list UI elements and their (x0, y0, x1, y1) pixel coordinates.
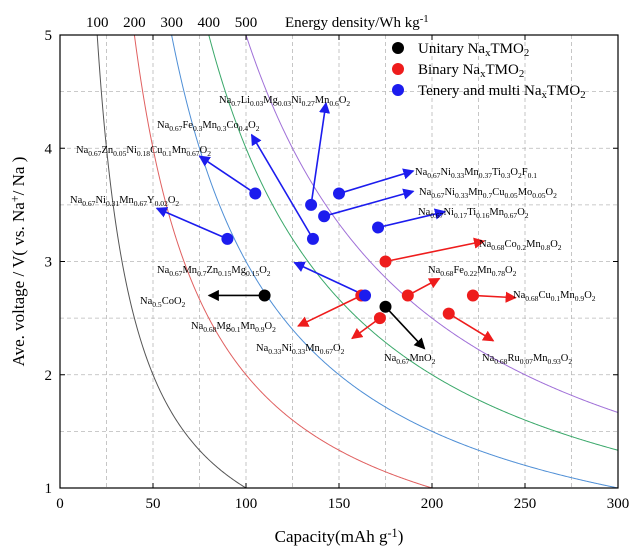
x-tick-label: 0 (56, 496, 64, 512)
binary-data-point (442, 307, 455, 320)
material-label: Na0.68​Mg0.1​Mn0.9​O2​ (191, 321, 276, 334)
material-label: Na0.67​Ni0.31​Mn0.67​Y0.02​O2​ (70, 195, 179, 208)
material-labels: Na0.5​CoO2​ Na0.67​MnO2​ Na0.68​Co0.2​Mn0.… (70, 95, 596, 366)
energy-density-curve-100 (96, 35, 247, 488)
legend-label-ternary-multi: Tenery and multi Nax​TMO2​ (418, 83, 586, 101)
legend-marker-ternary-multi (392, 84, 404, 96)
material-label: Na0.67​Ni0.33​Mn0.37​Ti0.3​O2​F0.1​ (415, 167, 537, 180)
ternary-multi-data-point (221, 232, 234, 245)
y-tick-label: 3 (45, 255, 53, 271)
y-axis-title: Ave. voltage / V( vs. Na+​/ Na ) (8, 157, 28, 367)
x-tick-label: 300 (607, 496, 630, 512)
ternary-multi-data-point (305, 198, 318, 211)
energy-density-curves (96, 35, 618, 488)
ternary-multi-arrow (293, 261, 366, 297)
ternary-multi-data-point (306, 232, 319, 245)
x-tick-label: 250 (514, 496, 537, 512)
y-tick-label: 2 (45, 368, 53, 384)
unitary-arrow (384, 306, 426, 350)
x-axis-title: Capacity(mAh g-1​) (275, 526, 404, 546)
energy-density-curve-300 (171, 35, 618, 488)
ternary-multi-arrow (155, 207, 228, 240)
material-label: Na0.68​Fe0.22​Mn0.78​O2​ (428, 265, 517, 278)
ternary-multi-arrow (198, 155, 256, 195)
ternary-multi-arrow (323, 188, 415, 217)
energy-density-tick-label: 500 (235, 15, 258, 31)
y-tick-label: 1 (45, 481, 53, 497)
material-label: Na0.68​Ru0.07​Mn0.93​O2​ (482, 353, 572, 366)
material-label: Na0.67​Fe0.3​Mn0.3​Co0.4​O2​ (157, 120, 260, 133)
legend: Unitary Nax​TMO2​ Binary Nax​TMO2​ Tenery … (392, 41, 586, 101)
binary-arrow (472, 291, 517, 303)
x-tick-label: 200 (421, 496, 444, 512)
y-tick-label: 5 (45, 28, 53, 44)
energy-density-curve-400 (208, 35, 618, 451)
legend-label-unitary: Unitary Nax​TMO2​ (418, 41, 529, 59)
binary-data-point (379, 255, 392, 268)
legend-label-binary: Binary Nax​TMO2​ (418, 62, 524, 80)
energy-density-tick-label: 400 (198, 15, 221, 31)
annotation-arrows (155, 101, 517, 350)
energy-density-tick-label: 100 (86, 15, 109, 31)
unitary-data-point (379, 300, 392, 313)
ternary-multi-data-point (249, 187, 262, 200)
x-tick-label: 50 (146, 496, 161, 512)
energy-density-curve-500 (245, 35, 618, 413)
material-label: Na0.68​Cu0.1​Mn0.9​O2​ (513, 290, 596, 303)
y-tick-label: 4 (45, 141, 53, 157)
binary-data-point (373, 312, 386, 325)
ternary-multi-arrow (310, 101, 331, 205)
data-points (221, 187, 479, 325)
ternary-multi-arrow (338, 168, 415, 195)
material-label: Na0.5​CoO2​ (140, 296, 186, 309)
binary-arrow (297, 294, 362, 327)
legend-marker-binary (392, 63, 404, 75)
energy-density-curve-200 (133, 35, 434, 488)
ternary-multi-data-point (372, 221, 385, 234)
material-label: Na0.67​Ni0.17​Ti0.16​Mn0.67​O2​ (418, 207, 529, 220)
material-label: Na0.7​Li0.03​Mg0.03​Ni0.27​Mn0.6​O2​ (219, 95, 350, 108)
energy-density-axis-title: Energy density/Wh kg-1​ (285, 13, 429, 31)
ternary-multi-data-point (359, 289, 372, 302)
material-label: Na0.33​Ni0.33​Mn0.67​O2​ (256, 343, 345, 356)
binary-data-point (401, 289, 414, 302)
energy-density-tick-label: 200 (123, 15, 146, 31)
material-label: Na0.68​Co0.2​Mn0.8​O2​ (479, 239, 562, 252)
material-label: Na0.67​Ni0.33​Mn0.7​Cu0.05​Mo0.05​O2​ (419, 187, 557, 200)
axes: 100 200 300 400 500 Energy density/Wh kg-1​ 0 5… (8, 13, 629, 546)
binary-data-point (466, 289, 479, 302)
ternary-multi-data-point (333, 187, 345, 200)
energy-density-tick-label: 300 (160, 15, 183, 31)
ternary-multi-data-point (318, 210, 331, 223)
x-tick-label: 100 (235, 496, 258, 512)
x-tick-label: 150 (328, 496, 351, 512)
unitary-data-point (258, 289, 271, 302)
legend-marker-unitary (392, 42, 404, 54)
ternary-multi-arrow (250, 133, 314, 240)
material-label: Na0.67​MnO2​ (384, 353, 436, 366)
ternary-multi-arrow (377, 208, 447, 229)
material-label: Na0.67​Mn0.7​Zn0.15​Mg0.15​O2​ (157, 265, 271, 278)
binary-arrow (385, 237, 486, 263)
material-label: Na0.67​Zn0.05​Ni0.18​Cu0.1​Mn0.67​O2​ (76, 145, 211, 158)
binary-arrow (448, 312, 495, 342)
